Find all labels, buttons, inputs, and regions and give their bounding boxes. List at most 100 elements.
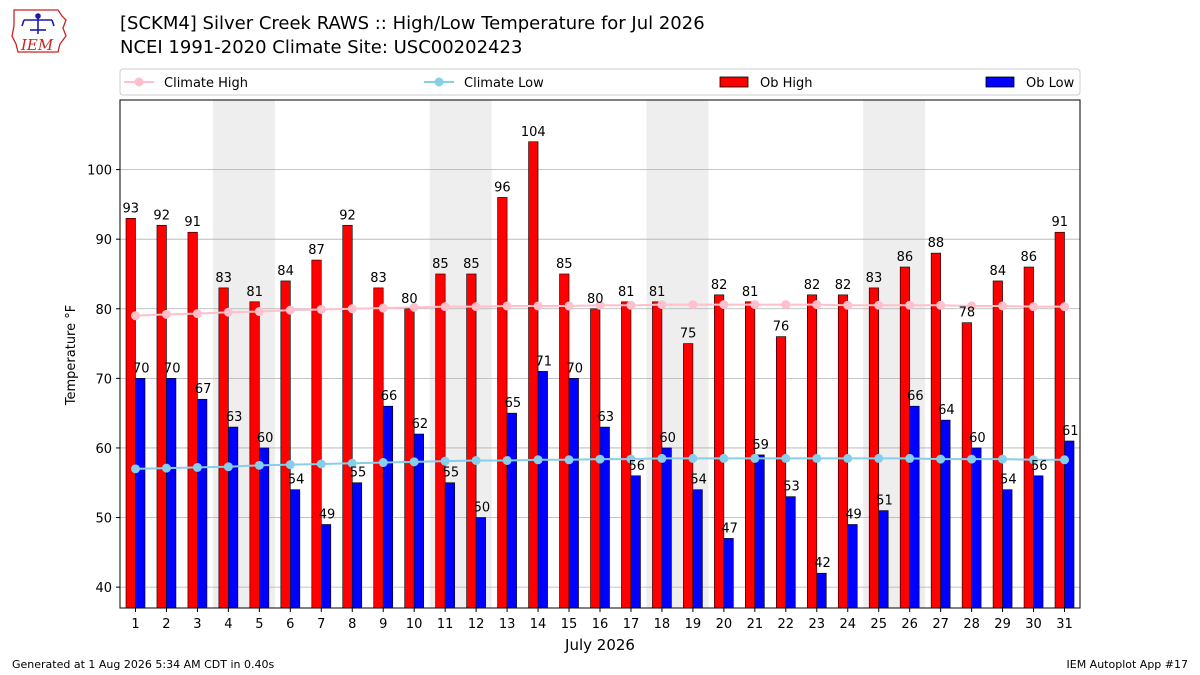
ob-low-label: 60: [659, 431, 676, 446]
ob-high-label: 83: [215, 271, 232, 286]
ob-low-label: 56: [628, 459, 645, 474]
x-tick-label: 30: [1025, 617, 1042, 632]
legend-swatch: [985, 76, 1015, 88]
x-tick-label: 14: [530, 617, 547, 632]
ob-low-label: 70: [567, 361, 584, 376]
climate-low-point: [719, 453, 729, 463]
ob-low-bar: [259, 447, 270, 609]
climate-low-point: [874, 453, 884, 463]
climate-high-point: [843, 300, 853, 310]
ob-high-label: 92: [339, 208, 356, 223]
ob-low-bar: [971, 447, 982, 609]
ob-low-bar: [692, 489, 703, 609]
ob-low-label: 64: [938, 403, 955, 418]
ob-high-bar: [776, 336, 787, 609]
ob-high-bar: [156, 224, 167, 609]
climate-low-point: [657, 453, 667, 463]
ob-high-label: 86: [897, 250, 914, 265]
climate-high-point: [161, 309, 171, 319]
climate-high-point: [812, 300, 822, 310]
ob-low-label: 59: [752, 438, 769, 453]
climate-low-point: [967, 454, 977, 464]
climate-high-point: [316, 304, 326, 314]
ob-low-label: 42: [814, 556, 831, 571]
ob-high-bar: [187, 231, 198, 609]
climate-high-point: [533, 301, 543, 311]
climate-high-point: [192, 309, 202, 319]
climate-low-point: [1029, 455, 1039, 465]
x-tick-label: 29: [994, 617, 1011, 632]
ob-low-label: 50: [474, 501, 491, 516]
ob-high-label: 81: [246, 285, 263, 300]
ob-low-label: 62: [412, 417, 429, 432]
climate-high-point: [254, 307, 264, 317]
climate-low-point: [378, 458, 388, 468]
ob-low-label: 66: [907, 389, 924, 404]
x-tick-label: 12: [468, 617, 485, 632]
climate-low-point: [843, 453, 853, 463]
climate-high-point: [347, 304, 357, 314]
ob-low-bar: [506, 412, 517, 609]
x-axis-label: July 2026: [564, 636, 635, 654]
ob-low-bar: [320, 524, 332, 609]
ob-high-label: 82: [804, 278, 821, 293]
ob-high-label: 76: [773, 320, 790, 335]
y-tick-label: 70: [95, 372, 112, 387]
ob-low-bar: [754, 454, 765, 609]
climate-low-point: [192, 462, 202, 472]
ob-low-label: 47: [721, 521, 738, 536]
ob-low-bar: [1002, 489, 1013, 609]
ob-high-label: 84: [990, 264, 1007, 279]
ob-high-bar: [868, 287, 880, 609]
ob-low-label: 71: [536, 354, 553, 369]
climate-high-point: [998, 301, 1008, 311]
legend: Climate High Climate Low Ob High Ob Low: [119, 68, 1081, 96]
ob-low-bar: [847, 524, 858, 609]
ob-low-label: 70: [133, 361, 150, 376]
ob-low-label: 55: [443, 466, 460, 481]
ob-low-bar: [661, 447, 672, 609]
climate-low-point: [409, 457, 419, 467]
ob-low-label: 66: [381, 389, 398, 404]
legend-marker: [434, 77, 444, 87]
x-tick-label: 19: [685, 617, 702, 632]
ob-low-label: 56: [1031, 459, 1048, 474]
ob-low-bar: [909, 405, 920, 609]
x-tick-label: 26: [901, 617, 918, 632]
x-tick-label: 28: [963, 617, 980, 632]
climate-high-point: [967, 301, 977, 311]
ob-low-label: 70: [164, 361, 181, 376]
climate-high-point: [471, 302, 481, 312]
climate-low-point: [750, 453, 760, 463]
legend-label: Ob High: [760, 76, 813, 91]
climate-high-point: [874, 300, 884, 310]
ob-low-bar: [197, 398, 208, 609]
ob-high-bar: [528, 141, 539, 609]
ob-low-label: 54: [288, 473, 305, 488]
x-tick-label: 9: [379, 617, 387, 632]
ob-low-bar: [630, 475, 641, 609]
ob-low-label: 63: [226, 410, 243, 425]
ob-high-label: 85: [432, 257, 449, 272]
x-tick-label: 27: [932, 617, 949, 632]
ob-high-bar: [125, 218, 136, 609]
ob-high-label: 75: [680, 327, 697, 342]
ob-high-bar: [373, 287, 384, 609]
ob-low-bar: [166, 378, 177, 609]
x-tick-label: 25: [870, 617, 887, 632]
ob-high-label: 82: [711, 278, 728, 293]
ob-high-bar: [249, 301, 260, 609]
climate-high-point: [564, 301, 574, 311]
ob-high-bar: [1054, 231, 1065, 609]
climate-low-point: [223, 462, 233, 472]
ob-high-bar: [435, 273, 446, 609]
ob-high-label: 78: [959, 306, 976, 321]
climate-low-point: [564, 455, 574, 465]
climate-low-point: [998, 454, 1008, 464]
climate-lines: [130, 300, 1070, 474]
ob-low-bar: [1033, 475, 1044, 609]
climate-high-point: [440, 302, 450, 312]
climate-low-point: [316, 459, 326, 469]
y-tick-label: 90: [95, 233, 112, 248]
